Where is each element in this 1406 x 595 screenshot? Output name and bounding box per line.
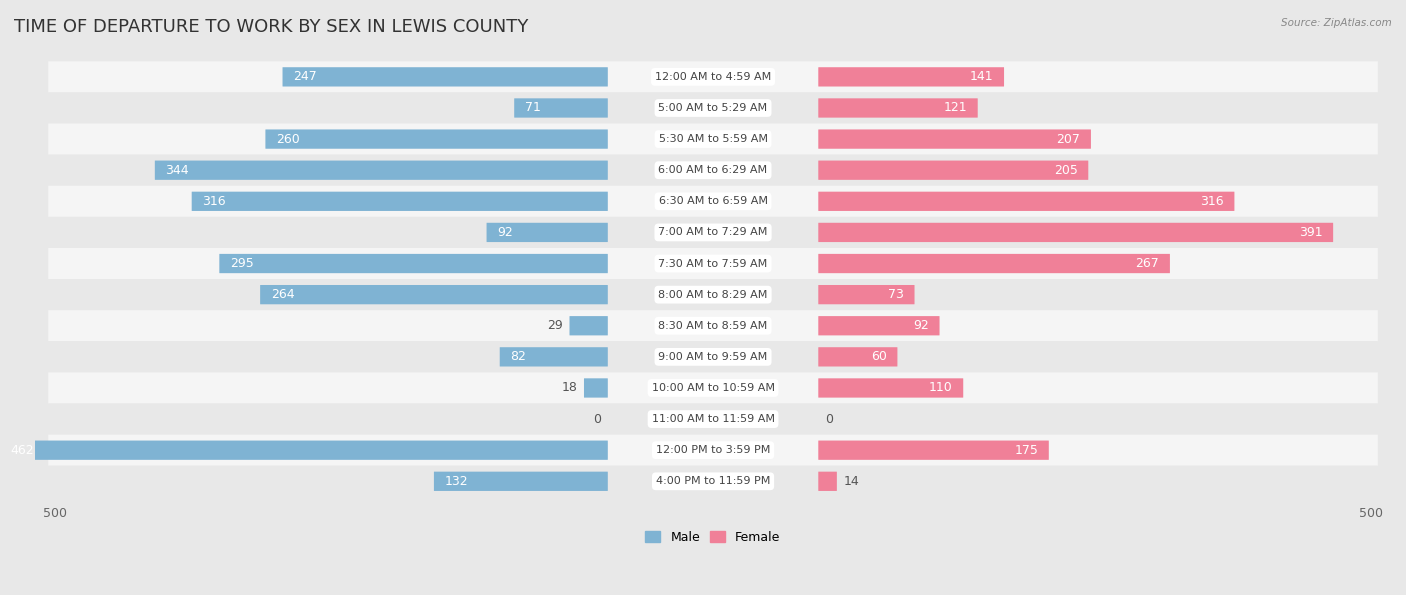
FancyBboxPatch shape (818, 223, 1333, 242)
FancyBboxPatch shape (155, 161, 607, 180)
Text: 295: 295 (231, 257, 253, 270)
FancyBboxPatch shape (48, 155, 1378, 186)
Text: 247: 247 (292, 70, 316, 83)
Text: 316: 316 (1201, 195, 1223, 208)
FancyBboxPatch shape (48, 186, 1378, 217)
Text: 141: 141 (970, 70, 994, 83)
Text: 0: 0 (593, 412, 602, 425)
Text: 29: 29 (547, 320, 562, 332)
Text: 121: 121 (943, 102, 967, 114)
FancyBboxPatch shape (0, 440, 607, 460)
FancyBboxPatch shape (48, 372, 1378, 403)
FancyBboxPatch shape (48, 217, 1378, 248)
FancyBboxPatch shape (818, 378, 963, 397)
Text: 267: 267 (1136, 257, 1160, 270)
FancyBboxPatch shape (486, 223, 607, 242)
FancyBboxPatch shape (499, 347, 607, 367)
Legend: Male, Female: Male, Female (641, 525, 786, 549)
FancyBboxPatch shape (48, 466, 1378, 497)
FancyBboxPatch shape (48, 248, 1378, 279)
FancyBboxPatch shape (283, 67, 607, 86)
FancyBboxPatch shape (48, 342, 1378, 372)
Text: 12:00 PM to 3:59 PM: 12:00 PM to 3:59 PM (655, 445, 770, 455)
Text: Source: ZipAtlas.com: Source: ZipAtlas.com (1281, 18, 1392, 28)
Text: 14: 14 (844, 475, 859, 488)
Text: 92: 92 (912, 320, 929, 332)
Text: 110: 110 (929, 381, 953, 394)
Text: 82: 82 (510, 350, 526, 364)
Text: 205: 205 (1054, 164, 1077, 177)
FancyBboxPatch shape (818, 254, 1170, 273)
Text: 10:00 AM to 10:59 AM: 10:00 AM to 10:59 AM (651, 383, 775, 393)
Text: 5:00 AM to 5:29 AM: 5:00 AM to 5:29 AM (658, 103, 768, 113)
FancyBboxPatch shape (434, 472, 607, 491)
Text: 0: 0 (825, 412, 832, 425)
FancyBboxPatch shape (818, 316, 939, 336)
Text: 6:30 AM to 6:59 AM: 6:30 AM to 6:59 AM (658, 196, 768, 206)
FancyBboxPatch shape (48, 310, 1378, 342)
FancyBboxPatch shape (48, 61, 1378, 92)
FancyBboxPatch shape (191, 192, 607, 211)
Text: 12:00 AM to 4:59 AM: 12:00 AM to 4:59 AM (655, 72, 770, 82)
Text: 8:30 AM to 8:59 AM: 8:30 AM to 8:59 AM (658, 321, 768, 331)
FancyBboxPatch shape (219, 254, 607, 273)
Text: 264: 264 (271, 288, 294, 301)
Text: 260: 260 (276, 133, 299, 146)
FancyBboxPatch shape (583, 378, 607, 397)
Text: 9:00 AM to 9:59 AM: 9:00 AM to 9:59 AM (658, 352, 768, 362)
FancyBboxPatch shape (818, 67, 1004, 86)
Text: 175: 175 (1014, 444, 1038, 457)
Text: 6:00 AM to 6:29 AM: 6:00 AM to 6:29 AM (658, 165, 768, 175)
Text: 391: 391 (1299, 226, 1323, 239)
Text: 207: 207 (1056, 133, 1080, 146)
Text: 5:30 AM to 5:59 AM: 5:30 AM to 5:59 AM (658, 134, 768, 144)
FancyBboxPatch shape (818, 98, 977, 118)
Text: 132: 132 (444, 475, 468, 488)
FancyBboxPatch shape (266, 130, 607, 149)
Text: 344: 344 (166, 164, 188, 177)
Text: 316: 316 (202, 195, 226, 208)
FancyBboxPatch shape (818, 192, 1234, 211)
Text: 462: 462 (10, 444, 34, 457)
FancyBboxPatch shape (818, 285, 914, 304)
FancyBboxPatch shape (569, 316, 607, 336)
Text: 73: 73 (889, 288, 904, 301)
Text: TIME OF DEPARTURE TO WORK BY SEX IN LEWIS COUNTY: TIME OF DEPARTURE TO WORK BY SEX IN LEWI… (14, 18, 529, 36)
Text: 18: 18 (561, 381, 578, 394)
Text: 7:30 AM to 7:59 AM: 7:30 AM to 7:59 AM (658, 259, 768, 268)
FancyBboxPatch shape (818, 440, 1049, 460)
FancyBboxPatch shape (48, 279, 1378, 310)
Text: 8:00 AM to 8:29 AM: 8:00 AM to 8:29 AM (658, 290, 768, 300)
Text: 92: 92 (498, 226, 513, 239)
FancyBboxPatch shape (515, 98, 607, 118)
Text: 11:00 AM to 11:59 AM: 11:00 AM to 11:59 AM (651, 414, 775, 424)
FancyBboxPatch shape (818, 347, 897, 367)
FancyBboxPatch shape (818, 130, 1091, 149)
FancyBboxPatch shape (48, 434, 1378, 466)
FancyBboxPatch shape (48, 403, 1378, 434)
FancyBboxPatch shape (260, 285, 607, 304)
Text: 60: 60 (870, 350, 887, 364)
Text: 4:00 PM to 11:59 PM: 4:00 PM to 11:59 PM (655, 477, 770, 486)
Text: 7:00 AM to 7:29 AM: 7:00 AM to 7:29 AM (658, 227, 768, 237)
FancyBboxPatch shape (48, 124, 1378, 155)
FancyBboxPatch shape (818, 161, 1088, 180)
FancyBboxPatch shape (818, 472, 837, 491)
Text: 71: 71 (524, 102, 541, 114)
FancyBboxPatch shape (48, 92, 1378, 124)
